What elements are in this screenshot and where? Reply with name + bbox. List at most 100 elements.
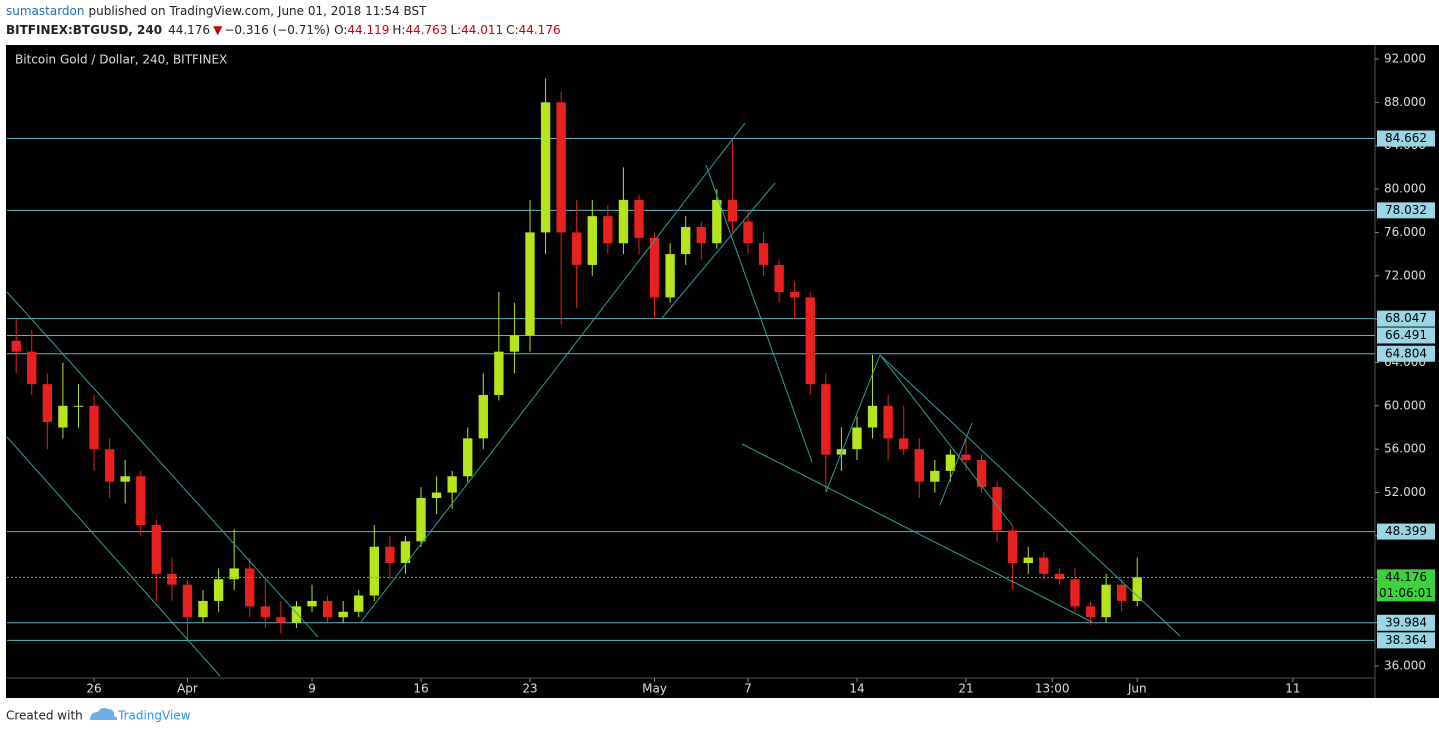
candle-body <box>992 487 1002 531</box>
candle-body <box>821 384 831 455</box>
candle-body <box>603 216 613 244</box>
candle-body <box>976 460 987 488</box>
candle-body <box>743 221 753 244</box>
level-label: 84.662 <box>1385 131 1427 145</box>
level-label-box <box>1377 130 1435 147</box>
x-tick-label: 16 <box>413 682 428 696</box>
level-label: 68.047 <box>1385 311 1427 325</box>
symbol: BITFINEX:BTGUSD, 240 <box>6 23 162 37</box>
candle-body <box>1070 579 1080 607</box>
level-label: 66.491 <box>1385 328 1427 342</box>
trendline <box>939 422 973 506</box>
x-tick-label: 11 <box>1285 682 1300 696</box>
candle-body <box>618 199 629 244</box>
candle-body <box>42 384 52 423</box>
level-label: 78.032 <box>1385 203 1427 217</box>
candle-body <box>338 611 348 618</box>
candle-body <box>213 579 224 601</box>
candle-body <box>416 497 426 542</box>
candle-body <box>27 351 37 385</box>
x-tick-label: Jun <box>1127 682 1147 696</box>
level-label: 64.804 <box>1385 346 1427 360</box>
candle-body <box>1008 530 1018 563</box>
candle-body <box>852 427 862 450</box>
candle-body <box>229 568 239 580</box>
last: 44.176 <box>168 23 210 37</box>
footer-brand[interactable]: TradingView <box>117 709 191 723</box>
candle-body <box>727 199 738 222</box>
trendline <box>6 291 319 638</box>
candle-body <box>369 546 379 596</box>
ohlc-label: C: <box>506 23 518 37</box>
candle-body <box>198 600 208 618</box>
x-tick-label: Apr <box>177 682 198 696</box>
x-tick-label: 9 <box>308 682 316 696</box>
candle-body <box>1132 577 1142 601</box>
candle-body <box>509 335 520 352</box>
candle-body <box>758 243 769 265</box>
candle-body <box>525 232 535 336</box>
candle-body <box>89 405 99 450</box>
candle-body <box>665 254 675 298</box>
candle-body <box>883 405 893 439</box>
ohlc-label: H: <box>392 23 405 37</box>
footer-created: Created with <box>6 709 83 723</box>
chart-background <box>6 45 1439 698</box>
candle-body <box>867 405 878 428</box>
header-line-2: BITFINEX:BTGUSD, 240 44.176 ▼ −0.316 (−0.71… <box>6 23 561 37</box>
candle-body <box>400 541 411 563</box>
candle-body <box>805 297 815 385</box>
candle-body <box>447 476 457 493</box>
candle-body <box>899 438 909 450</box>
candle-body <box>1085 606 1096 618</box>
level-label-box <box>1377 523 1435 540</box>
x-tick-label: 21 <box>958 682 973 696</box>
candle-body <box>182 584 193 618</box>
trendline <box>879 354 1013 526</box>
ohlc-value: 44.763 <box>405 23 447 37</box>
x-tick-label: 13:00 <box>1035 682 1070 696</box>
candle-body <box>11 340 21 352</box>
trendline <box>705 164 813 463</box>
ohlc-label: O: <box>334 23 347 37</box>
countdown: 01:06:01 <box>1379 586 1433 600</box>
candle-body <box>712 199 722 244</box>
level-label-box <box>1377 632 1435 649</box>
level-label-box <box>1377 614 1435 631</box>
candle-body <box>587 216 597 265</box>
candle-body <box>1039 557 1049 574</box>
plot <box>7 78 1375 643</box>
candle-body <box>104 449 115 482</box>
publisher[interactable]: sumastardon <box>6 4 85 18</box>
x-tick-label: 23 <box>522 682 537 696</box>
level-label: 38.364 <box>1385 633 1427 647</box>
candle-body <box>307 600 317 607</box>
candle-body <box>930 470 940 482</box>
candle-body <box>945 454 956 471</box>
candle-body <box>73 405 84 407</box>
level-label-box <box>1377 345 1435 362</box>
change: −0.316 (−0.71%) <box>224 23 330 37</box>
candle-body <box>494 351 504 395</box>
level-label-box <box>1377 327 1435 344</box>
candle-body <box>556 102 566 233</box>
ohlc-value: 44.176 <box>519 23 561 37</box>
trendline <box>879 354 1181 637</box>
candle-body <box>463 438 473 477</box>
ohlc-label: L: <box>450 23 461 37</box>
x-tick-label: 7 <box>744 682 752 696</box>
trendlines <box>6 122 1181 677</box>
trendline <box>661 182 776 319</box>
candle-body <box>167 573 177 585</box>
trendline <box>360 122 746 623</box>
candle-body <box>291 606 302 623</box>
candle-body <box>478 394 488 439</box>
arrow: ▼ <box>213 23 223 37</box>
candle-body <box>540 102 551 233</box>
trendline <box>825 354 881 493</box>
candle-body <box>1023 557 1033 563</box>
candle-body <box>1117 584 1127 601</box>
x-tick-label: May <box>642 682 667 696</box>
candle-body <box>431 492 442 498</box>
